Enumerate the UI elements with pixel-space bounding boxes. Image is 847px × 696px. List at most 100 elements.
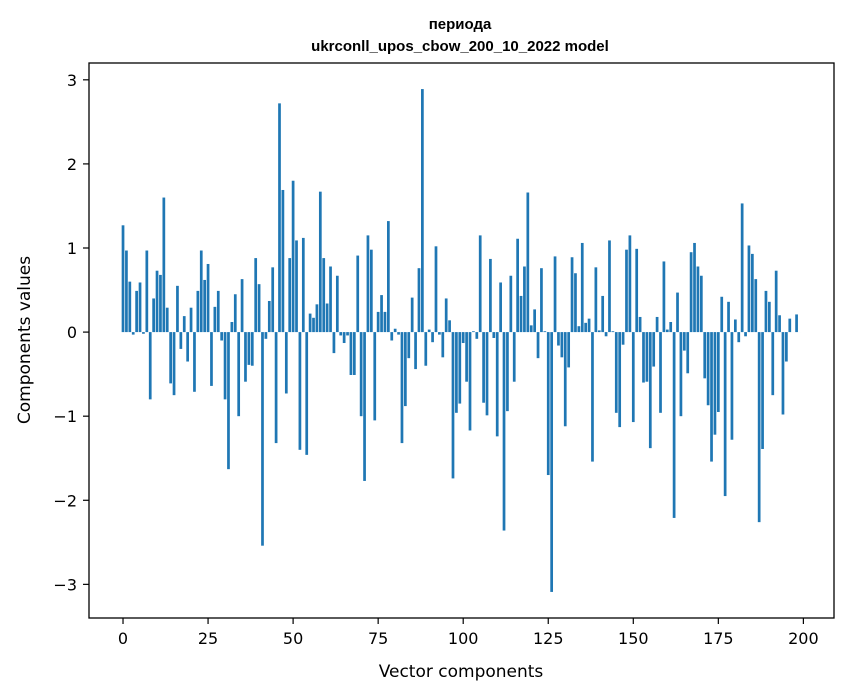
bar [366, 235, 370, 333]
bar [785, 332, 788, 362]
bar [390, 332, 394, 341]
bar [128, 281, 132, 333]
bar [135, 290, 138, 333]
bar [359, 332, 363, 417]
bar [244, 332, 247, 382]
x-axis-label: Vector components [379, 662, 544, 682]
bar [138, 282, 142, 333]
bar [145, 250, 149, 333]
bar [179, 332, 183, 349]
bar [315, 304, 319, 333]
bar [159, 274, 162, 333]
bar [189, 307, 193, 333]
bar [182, 316, 186, 333]
bar [795, 314, 798, 333]
bar [125, 250, 128, 333]
bar [523, 266, 526, 333]
bar [506, 332, 509, 412]
bar [774, 270, 778, 333]
bar [308, 313, 312, 333]
y-axis-label: Components values [15, 256, 35, 424]
bar [597, 330, 601, 333]
bar [733, 319, 737, 333]
bar [393, 328, 397, 333]
bar [553, 256, 557, 333]
bar [693, 242, 696, 333]
bar [281, 189, 285, 333]
bar [169, 332, 172, 384]
bar [475, 332, 479, 339]
x-tick-label: 75 [368, 629, 388, 648]
bar [655, 316, 659, 333]
bar [495, 332, 499, 437]
x-tick-label: 0 [118, 629, 128, 648]
y-tick-label: 1 [67, 239, 77, 258]
bar [400, 332, 404, 444]
bar [710, 332, 713, 462]
bar [778, 315, 781, 333]
bar [148, 332, 152, 400]
bar [216, 290, 220, 333]
bar [261, 332, 264, 546]
bar [543, 331, 547, 333]
bar [519, 295, 523, 333]
chart-title-line2: ukrconll_upos_cbow_200_10_2022 model [311, 38, 609, 55]
bar [526, 192, 530, 333]
bar [301, 237, 305, 333]
bar [563, 332, 567, 427]
bar [686, 332, 690, 374]
bar [540, 268, 543, 333]
bar [438, 332, 441, 335]
bar [318, 191, 322, 333]
bar [414, 332, 417, 370]
bar [240, 279, 244, 333]
bar [346, 332, 349, 336]
bar [485, 332, 489, 416]
bar [380, 295, 383, 333]
y-tick-label: 3 [67, 71, 77, 90]
bar [529, 325, 533, 333]
bar [489, 258, 492, 333]
bar [152, 298, 155, 333]
bar [659, 332, 662, 413]
bar [669, 322, 673, 333]
bar [727, 301, 730, 333]
bar [533, 309, 536, 333]
bar [676, 292, 679, 333]
bar [427, 329, 431, 333]
bar [546, 332, 550, 476]
bar [788, 318, 792, 333]
bar [325, 303, 329, 333]
bar [723, 332, 727, 497]
bar [499, 282, 502, 333]
bar [665, 329, 669, 333]
bar [356, 255, 360, 333]
bar [652, 332, 656, 367]
bar [631, 332, 635, 423]
bar [482, 332, 485, 403]
x-tick-label: 100 [448, 629, 479, 648]
bar [329, 266, 332, 333]
bar [628, 235, 632, 333]
bar [434, 246, 438, 333]
bar [332, 332, 336, 354]
bar [465, 332, 468, 382]
bar [472, 331, 475, 333]
bar [638, 316, 642, 333]
bar [781, 332, 785, 415]
bar [713, 332, 717, 435]
bar [584, 322, 588, 333]
bar [771, 332, 775, 396]
bar [601, 295, 605, 333]
bar [635, 248, 639, 333]
bar [570, 257, 574, 333]
bar [740, 203, 744, 333]
bar [587, 318, 591, 333]
bar [461, 332, 465, 344]
bar [373, 332, 377, 421]
bar [706, 332, 710, 406]
x-tick-label: 50 [283, 629, 303, 648]
bar [227, 332, 230, 470]
bar [237, 332, 241, 417]
bar [407, 332, 411, 359]
